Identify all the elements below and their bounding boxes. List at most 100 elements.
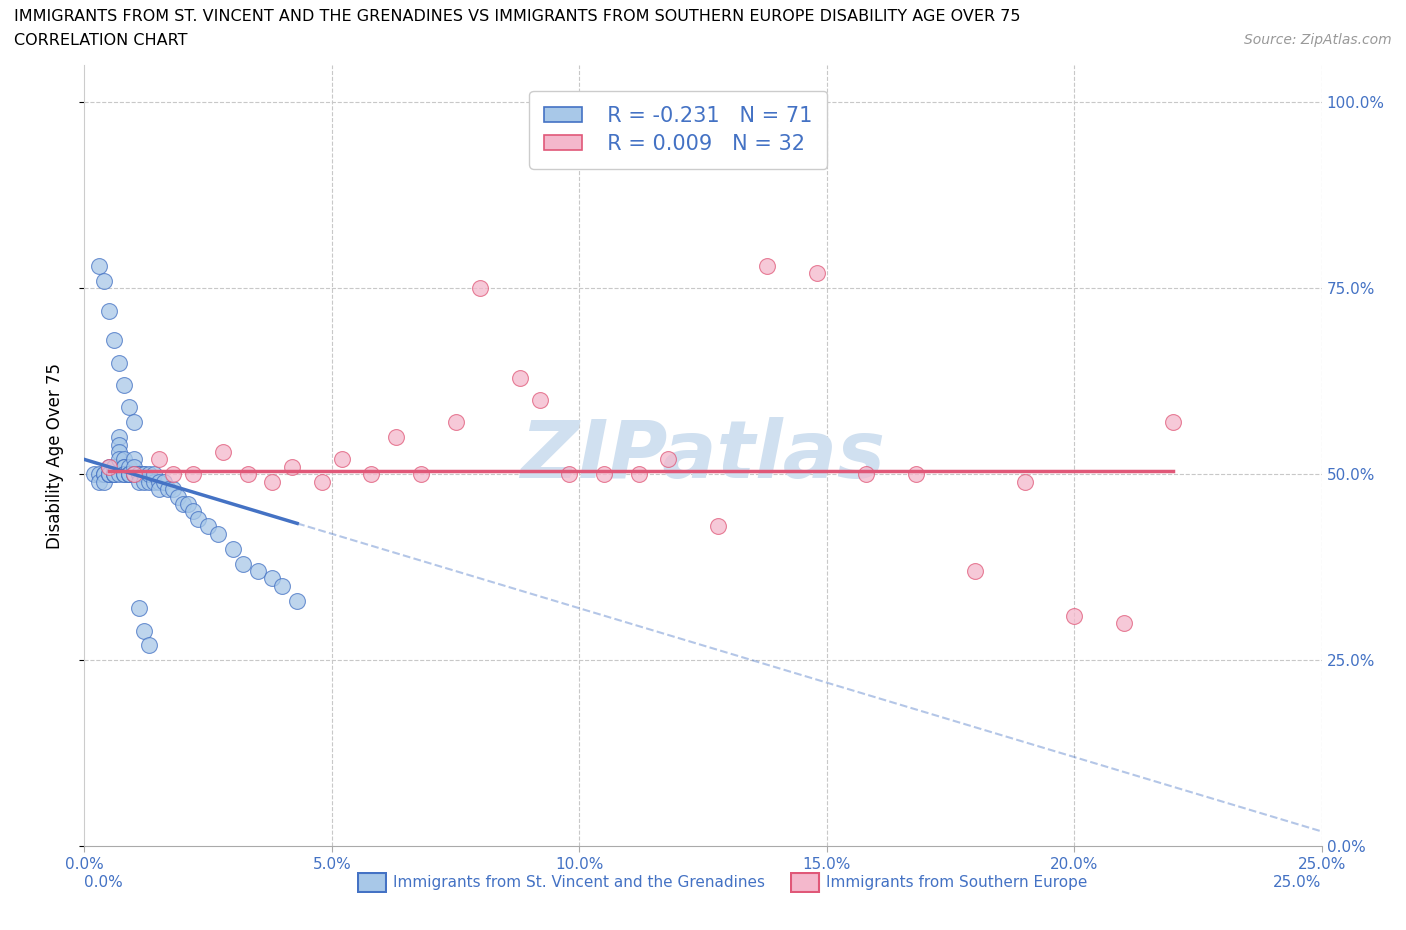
Point	[657, 452, 679, 467]
Point	[89, 474, 111, 489]
Point	[108, 452, 131, 467]
Point	[148, 482, 170, 497]
Point	[93, 467, 115, 482]
Point	[118, 467, 141, 482]
Point	[707, 519, 730, 534]
Text: Immigrants from Southern Europe: Immigrants from Southern Europe	[827, 875, 1087, 890]
Point	[148, 452, 170, 467]
Point	[148, 474, 170, 489]
FancyBboxPatch shape	[792, 873, 818, 892]
Point	[806, 266, 828, 281]
Point	[162, 467, 184, 482]
Point	[1014, 474, 1036, 489]
Text: IMMIGRANTS FROM ST. VINCENT AND THE GRENADINES VS IMMIGRANTS FROM SOUTHERN EUROP: IMMIGRANTS FROM ST. VINCENT AND THE GREN…	[14, 9, 1021, 24]
Point	[509, 370, 531, 385]
Point	[262, 571, 284, 586]
Point	[108, 437, 131, 452]
Point	[132, 623, 155, 638]
Point	[181, 504, 204, 519]
Point	[593, 467, 616, 482]
Point	[108, 467, 131, 482]
Point	[89, 467, 111, 482]
Text: ZIPatlas: ZIPatlas	[520, 417, 886, 495]
Point	[108, 430, 131, 445]
Text: CORRELATION CHART: CORRELATION CHART	[14, 33, 187, 47]
Point	[118, 467, 141, 482]
Point	[138, 467, 160, 482]
Text: Source: ZipAtlas.com: Source: ZipAtlas.com	[1244, 33, 1392, 46]
Point	[122, 467, 145, 482]
Point	[103, 467, 125, 482]
Point	[138, 638, 160, 653]
Point	[112, 452, 135, 467]
Point	[281, 459, 304, 474]
Point	[132, 474, 155, 489]
Point	[246, 564, 269, 578]
Point	[157, 482, 180, 497]
Point	[207, 526, 229, 541]
Point	[98, 459, 121, 474]
Point	[112, 467, 135, 482]
Point	[93, 467, 115, 482]
Point	[112, 378, 135, 392]
Point	[138, 474, 160, 489]
Point	[236, 467, 259, 482]
Point	[232, 556, 254, 571]
Point	[529, 392, 551, 407]
Point	[132, 467, 155, 482]
Point	[103, 467, 125, 482]
Point	[122, 459, 145, 474]
Point	[103, 459, 125, 474]
Point	[112, 467, 135, 482]
Legend:   R = -0.231   N = 71,   R = 0.009   N = 32: R = -0.231 N = 71, R = 0.009 N = 32	[530, 91, 827, 168]
Point	[98, 467, 121, 482]
Point	[197, 519, 219, 534]
Point	[627, 467, 650, 482]
Point	[904, 467, 927, 482]
Point	[128, 467, 150, 482]
Point	[756, 259, 779, 273]
Point	[98, 459, 121, 474]
Point	[271, 578, 294, 593]
Point	[122, 415, 145, 430]
Point	[162, 482, 184, 497]
Point	[93, 273, 115, 288]
FancyBboxPatch shape	[359, 873, 385, 892]
Point	[112, 459, 135, 474]
Point	[181, 467, 204, 482]
Point	[93, 474, 115, 489]
Point	[98, 303, 121, 318]
Point	[212, 445, 235, 459]
Point	[1161, 415, 1184, 430]
Point	[122, 467, 145, 482]
Point	[108, 445, 131, 459]
Point	[444, 415, 467, 430]
Text: 0.0%: 0.0%	[84, 875, 124, 890]
Point	[409, 467, 432, 482]
Point	[262, 474, 284, 489]
Point	[558, 467, 581, 482]
Point	[187, 512, 209, 526]
Text: 25.0%: 25.0%	[1274, 875, 1322, 890]
Point	[112, 459, 135, 474]
Point	[1063, 608, 1085, 623]
Point	[470, 281, 492, 296]
Point	[172, 497, 194, 512]
Y-axis label: Disability Age Over 75: Disability Age Over 75	[45, 363, 63, 549]
Point	[128, 601, 150, 616]
Point	[132, 467, 155, 482]
Point	[128, 474, 150, 489]
Point	[360, 467, 382, 482]
Point	[89, 259, 111, 273]
Point	[152, 474, 174, 489]
Point	[118, 467, 141, 482]
Point	[98, 467, 121, 482]
Point	[83, 467, 105, 482]
Point	[142, 467, 165, 482]
Point	[108, 355, 131, 370]
Point	[965, 564, 987, 578]
Point	[118, 459, 141, 474]
Point	[118, 400, 141, 415]
Point	[103, 467, 125, 482]
Point	[98, 467, 121, 482]
